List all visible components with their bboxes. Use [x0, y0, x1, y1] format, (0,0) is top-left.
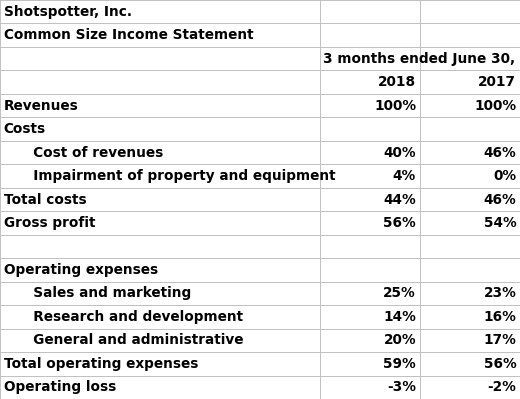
Text: 56%: 56%	[484, 357, 516, 371]
Text: -2%: -2%	[488, 380, 516, 394]
Text: 3 months ended June 30,: 3 months ended June 30,	[323, 52, 515, 66]
Text: 2017: 2017	[478, 75, 516, 89]
Text: 0%: 0%	[493, 169, 516, 183]
Text: 46%: 46%	[484, 146, 516, 160]
Text: Impairment of property and equipment: Impairment of property and equipment	[19, 169, 336, 183]
Text: Costs: Costs	[4, 122, 46, 136]
Text: 23%: 23%	[484, 286, 516, 300]
Text: Research and development: Research and development	[19, 310, 243, 324]
Text: 40%: 40%	[383, 146, 416, 160]
Text: 46%: 46%	[484, 192, 516, 207]
Text: General and administrative: General and administrative	[19, 333, 244, 347]
Text: 20%: 20%	[383, 333, 416, 347]
Text: Common Size Income Statement: Common Size Income Statement	[4, 28, 253, 42]
Text: 16%: 16%	[484, 310, 516, 324]
Text: 100%: 100%	[374, 99, 416, 113]
Text: Operating loss: Operating loss	[4, 380, 116, 394]
Text: Cost of revenues: Cost of revenues	[19, 146, 163, 160]
Text: Revenues: Revenues	[4, 99, 79, 113]
Text: 4%: 4%	[393, 169, 416, 183]
Text: 44%: 44%	[383, 192, 416, 207]
Text: 17%: 17%	[484, 333, 516, 347]
Text: 100%: 100%	[474, 99, 516, 113]
Text: 59%: 59%	[383, 357, 416, 371]
Text: Sales and marketing: Sales and marketing	[19, 286, 191, 300]
Text: Total operating expenses: Total operating expenses	[4, 357, 198, 371]
Text: Gross profit: Gross profit	[4, 216, 95, 230]
Text: 14%: 14%	[383, 310, 416, 324]
Text: Operating expenses: Operating expenses	[4, 263, 158, 277]
Text: 56%: 56%	[383, 216, 416, 230]
Text: Total costs: Total costs	[4, 192, 86, 207]
Text: 2018: 2018	[378, 75, 416, 89]
Text: 25%: 25%	[383, 286, 416, 300]
Text: -3%: -3%	[387, 380, 416, 394]
Text: 54%: 54%	[484, 216, 516, 230]
Text: Shotspotter, Inc.: Shotspotter, Inc.	[4, 5, 132, 19]
